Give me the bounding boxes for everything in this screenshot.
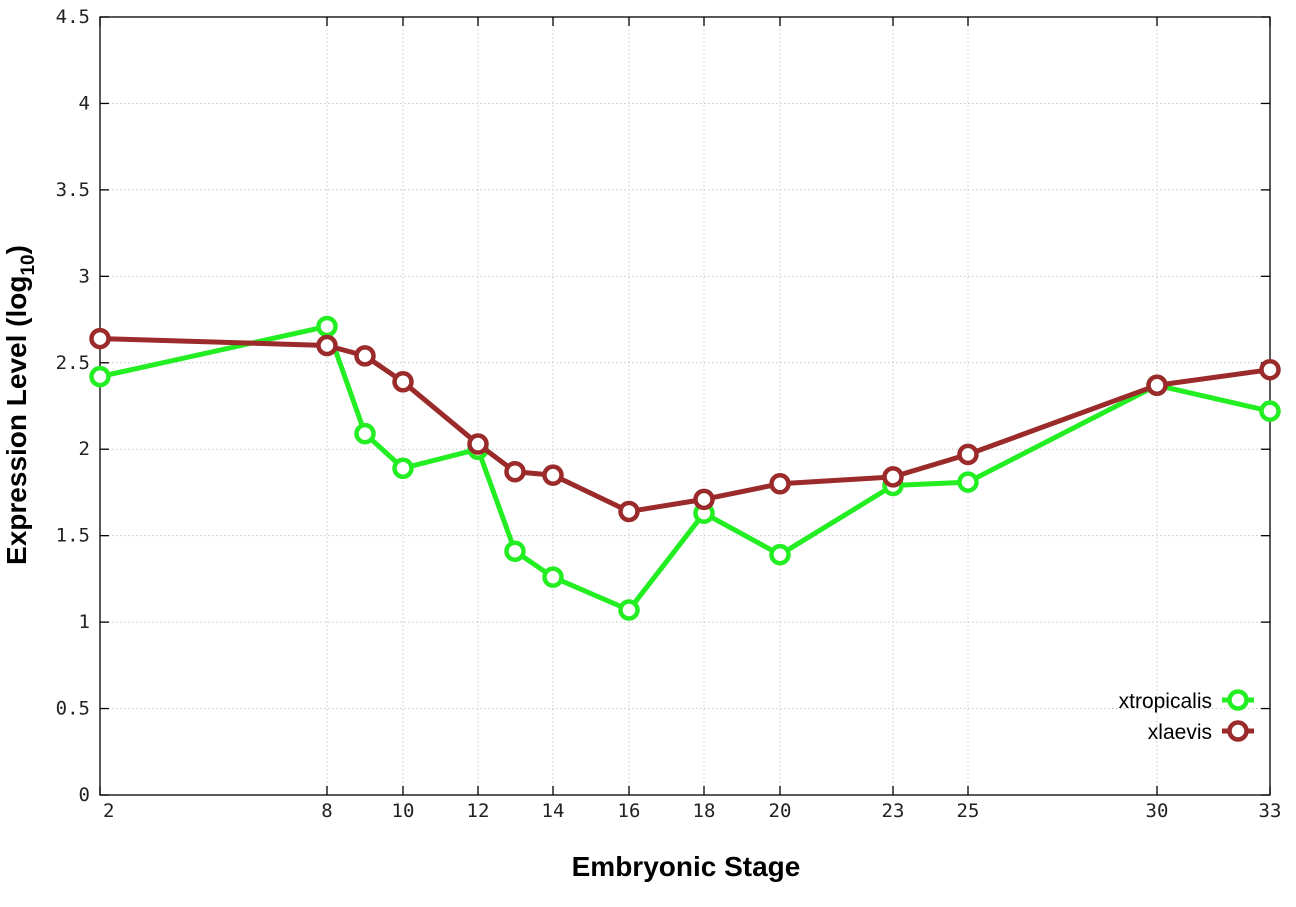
x-tick-label: 20 xyxy=(769,800,792,822)
data-point-xtropicalis xyxy=(957,471,979,493)
data-point-xtropicalis xyxy=(504,540,526,562)
data-point-xlaevis xyxy=(1146,374,1168,397)
legend: xtropicalis xlaevis xyxy=(1119,689,1254,744)
series-xlaevis xyxy=(89,327,1281,523)
axis-ticks: 0 0.5 1 1.5 2 2.5 3 3.5 4 4.5 2 8 10 12 14 16 18 20 23 25 30… xyxy=(56,6,1282,822)
y-tick-label: 2.5 xyxy=(56,352,90,374)
legend-marker-xlaevis xyxy=(1227,720,1249,742)
data-point-xtropicalis xyxy=(392,457,414,479)
y-axis-title: Expression Level (log10) xyxy=(1,245,39,565)
legend-label-xtropicalis: xtropicalis xyxy=(1119,690,1212,713)
y-tick-label: 4.5 xyxy=(56,6,90,28)
y-tick-label: 4 xyxy=(79,92,90,114)
y-tick-label: 1 xyxy=(79,611,90,633)
data-point-xlaevis xyxy=(618,500,640,523)
x-tick-label: 18 xyxy=(693,800,716,822)
series-line-xtropicalis xyxy=(97,323,1273,613)
y-tick-label: 1.5 xyxy=(56,525,90,547)
data-point-xlaevis xyxy=(316,334,338,357)
data-point-xtropicalis xyxy=(316,315,338,338)
data-point-xlaevis xyxy=(1259,358,1281,381)
y-tick-label: 3.5 xyxy=(56,179,90,201)
y-tick-label: 3 xyxy=(79,265,90,287)
y-axis-title-main: Expression Level (log xyxy=(1,276,32,565)
legend-marker-xtropicalis xyxy=(1227,689,1249,711)
data-point-xlaevis xyxy=(392,371,414,393)
x-tick-label: 12 xyxy=(467,800,490,822)
data-point-xlaevis xyxy=(89,327,111,350)
x-tick-label: 30 xyxy=(1146,800,1169,822)
x-tick-label: 23 xyxy=(882,800,905,822)
data-point-xtropicalis xyxy=(542,566,564,588)
y-axis-title-subscript: 10 xyxy=(18,254,39,275)
legend-label-xlaevis: xlaevis xyxy=(1148,721,1212,744)
data-point-xtropicalis xyxy=(618,599,640,621)
x-tick-label: 25 xyxy=(957,800,980,822)
series-line-xlaevis xyxy=(97,336,1273,514)
series-group xyxy=(89,315,1281,621)
x-tick-label: 14 xyxy=(542,800,565,822)
x-tick-label: 10 xyxy=(392,800,415,822)
data-point-xtropicalis xyxy=(769,543,791,566)
data-point-xlaevis xyxy=(504,460,526,483)
data-point-xlaevis xyxy=(467,433,489,455)
data-point-xtropicalis xyxy=(354,422,376,445)
y-tick-label: 2 xyxy=(79,438,90,460)
x-axis-title: Embryonic Stage xyxy=(572,851,801,882)
data-point-xlaevis xyxy=(957,443,979,466)
y-axis-title-close: ) xyxy=(1,245,32,254)
data-point-xtropicalis xyxy=(89,365,111,388)
data-point-xlaevis xyxy=(882,466,904,488)
data-point-xlaevis xyxy=(354,345,376,367)
data-point-xlaevis xyxy=(542,464,564,486)
data-point-xlaevis xyxy=(769,473,791,495)
x-tick-label: 33 xyxy=(1259,800,1282,822)
x-tick-label: 8 xyxy=(321,800,332,822)
data-point-xlaevis xyxy=(693,488,715,511)
x-tick-label: 2 xyxy=(103,800,114,822)
x-tick-label: 16 xyxy=(618,800,641,822)
y-tick-label: 0 xyxy=(79,784,90,806)
y-tick-label: 0.5 xyxy=(56,698,90,720)
data-point-xtropicalis xyxy=(1259,400,1281,422)
